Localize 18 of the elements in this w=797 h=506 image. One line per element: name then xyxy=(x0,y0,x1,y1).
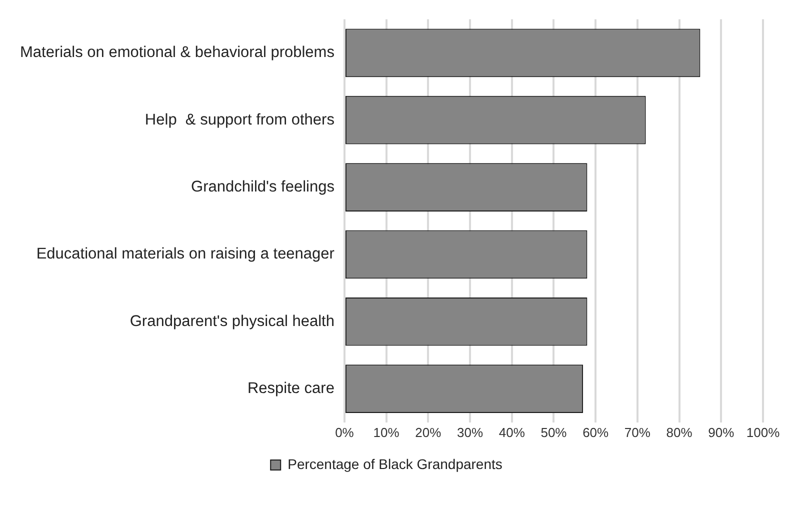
x-tick-label: 0% xyxy=(335,424,354,440)
y-tick-label: Materials on emotional & behavioral problems xyxy=(20,44,335,62)
y-tick-label: Grandparent's physical health xyxy=(130,312,334,330)
x-tick-label: 100% xyxy=(746,424,780,440)
y-tick-label: Respite care xyxy=(247,380,334,398)
x-tick-label: 40% xyxy=(498,424,526,440)
x-tick-label: 80% xyxy=(666,424,693,440)
x-tick-label: 60% xyxy=(582,424,610,440)
y-tick-label: Help & support from others xyxy=(144,111,335,128)
x-tick-label: 70% xyxy=(624,424,651,440)
x-tick-label: 50% xyxy=(540,424,568,440)
x-tick-label: 90% xyxy=(708,424,735,440)
legend-label: Percentage of Black Grandparents xyxy=(288,456,502,472)
y-tick-label: Educational materials on raising a teenager xyxy=(36,246,334,263)
y-tick-label: Grandchild's feelings xyxy=(191,178,335,196)
x-tick-label: 10% xyxy=(373,424,400,440)
x-tick-label: 20% xyxy=(415,424,442,440)
x-tick-label: 30% xyxy=(457,424,484,440)
